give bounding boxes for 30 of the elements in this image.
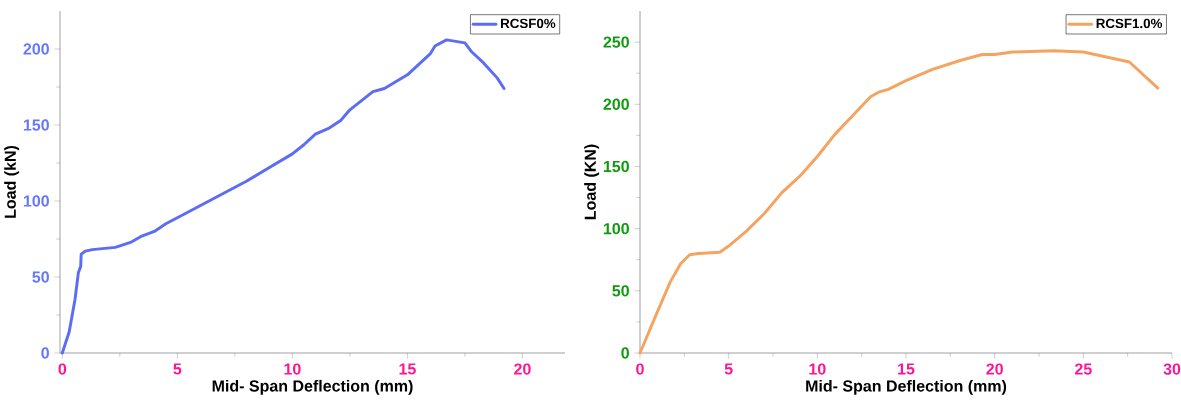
x-tick-label: 0 [58,363,67,375]
line-series [638,49,1160,355]
y-tick-label: 0 [621,347,629,359]
y-tick-label: 200 [23,43,49,55]
y-tick-label: 50 [612,285,629,297]
x-tick-label: 10 [809,363,826,375]
y-tick-label: 250 [603,36,629,48]
y-tick-label: 50 [32,271,49,283]
x-tick-label: 0 [636,363,644,375]
y-tick-label: 0 [41,347,49,359]
x-tick-label: 10 [284,363,301,375]
y-tick-label: 200 [603,98,629,110]
legend-label: RCSF0% [501,18,556,29]
y-tick-label: 150 [23,119,49,131]
y-tick-label: 100 [603,222,629,235]
x-tick-label: 20 [986,363,1003,375]
x-tick-label: 5 [724,363,733,375]
y-tick-label: 150 [603,160,629,173]
x-tick-label: 20 [514,363,531,375]
x-tick-label: 15 [399,363,416,375]
y-axis-title: Load (KN) [584,144,600,220]
x-axis-title: Mid- Span Deflection (mm) [806,379,1007,395]
x-tick-label: 30 [1163,363,1181,375]
x-axis-title: Mid- Span Deflection (mm) [212,379,413,395]
legend-label: RCSF1.0% [1096,18,1163,29]
x-tick-label: 25 [1075,363,1092,375]
y-axis-title: Load (kN) [4,145,20,218]
y-tick-label: 100 [23,195,49,207]
x-tick-label: 15 [898,363,915,375]
x-tick-label: 5 [173,363,182,375]
